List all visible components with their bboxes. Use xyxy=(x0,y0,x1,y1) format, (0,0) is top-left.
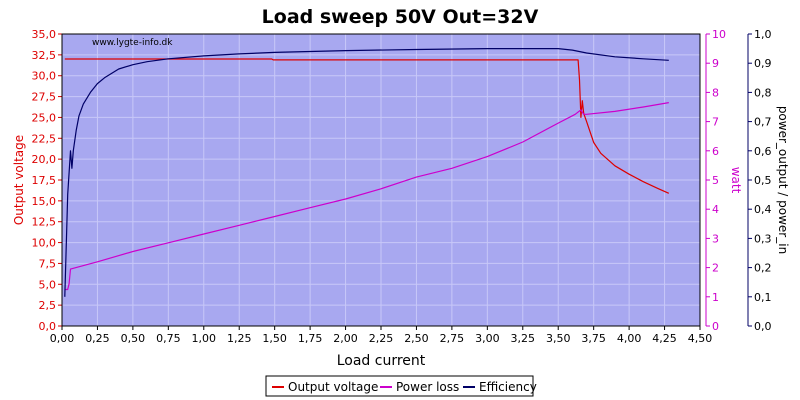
efficiency-tick-label: 0,6 xyxy=(754,145,772,158)
watt-tick-label: 5 xyxy=(712,174,719,187)
x-tick-label: 1,25 xyxy=(227,332,252,345)
efficiency-tick-label: 0,7 xyxy=(754,116,772,129)
left-tick-label: 15,0 xyxy=(32,195,57,208)
efficiency-tick-label: 0,0 xyxy=(754,320,772,333)
x-tick-label: 3,75 xyxy=(581,332,606,345)
x-tick-label: 2,25 xyxy=(369,332,394,345)
x-tick-label: 0,25 xyxy=(85,332,110,345)
left-tick-label: 12,5 xyxy=(32,216,57,229)
watt-tick-label: 9 xyxy=(712,57,719,70)
legend-box xyxy=(265,375,534,397)
watt-tick-label: 1 xyxy=(712,291,719,304)
watt-tick-label: 6 xyxy=(712,145,719,158)
x-tick-label: 3,50 xyxy=(546,332,571,345)
left-tick-label: 20,0 xyxy=(32,153,57,166)
left-tick-label: 30,0 xyxy=(32,70,57,83)
efficiency-tick-label: 0,2 xyxy=(754,262,772,275)
x-tick-label: 3,00 xyxy=(475,332,500,345)
x-tick-label: 2,50 xyxy=(404,332,429,345)
x-tick-label: 1,75 xyxy=(298,332,323,345)
legend-label-efficiency: Efficiency xyxy=(479,380,537,394)
x-tick-label: 4,50 xyxy=(688,332,713,345)
efficiency-tick-label: 0,1 xyxy=(754,291,772,304)
left-tick-label: 5,0 xyxy=(39,278,57,291)
watt-tick-label: 2 xyxy=(712,262,719,275)
legend-label-output-voltage: Output voltage xyxy=(288,380,378,394)
watt-tick-label: 10 xyxy=(712,28,726,41)
efficiency-tick-label: 0,4 xyxy=(754,203,772,216)
left-axis-label: Output voltage xyxy=(12,135,26,225)
watt-axis-label: watt xyxy=(729,167,743,194)
x-tick-label: 0,00 xyxy=(50,332,75,345)
x-axis-label: Load current xyxy=(337,353,426,369)
watt-tick-label: 7 xyxy=(712,116,719,129)
legend: Output voltage Power loss Efficiency xyxy=(265,375,537,397)
x-tick-label: 0,50 xyxy=(121,332,146,345)
efficiency-tick-label: 0,3 xyxy=(754,232,772,245)
legend-label-power-loss: Power loss xyxy=(396,380,459,394)
left-tick-label: 35,0 xyxy=(32,28,57,41)
watt-tick-label: 8 xyxy=(712,86,719,99)
left-tick-label: 17,5 xyxy=(32,174,57,187)
x-tick-label: 1,50 xyxy=(262,332,287,345)
series-line-power-loss xyxy=(64,102,669,291)
x-tick-label: 2,75 xyxy=(440,332,465,345)
x-tick-label: 4,00 xyxy=(617,332,642,345)
x-tick-label: 2,00 xyxy=(333,332,358,345)
left-tick-label: 7,5 xyxy=(39,257,57,270)
efficiency-tick-label: 0,8 xyxy=(754,86,772,99)
left-tick-label: 32,5 xyxy=(32,49,57,62)
left-tick-label: 0,0 xyxy=(39,320,57,333)
efficiency-tick-label: 0,5 xyxy=(754,174,772,187)
x-tick-label: 4,25 xyxy=(652,332,677,345)
left-tick-label: 2,5 xyxy=(39,299,57,312)
left-tick-label: 27,5 xyxy=(32,91,57,104)
axes: 0,00 0,25 0,50 0,75 1,00 1,25 1,50 1,75 2,00 2,25… xyxy=(32,28,772,345)
watt-tick-label: 4 xyxy=(712,203,719,216)
chart-title: Load sweep 50V Out=32V xyxy=(262,6,539,28)
watermark: www.lygte-info.dk xyxy=(92,38,173,48)
x-tick-label: 1,00 xyxy=(192,332,217,345)
left-tick-label: 22,5 xyxy=(32,132,57,145)
watt-tick-label: 0 xyxy=(712,320,719,333)
x-tick-label: 3,25 xyxy=(511,332,536,345)
plot-frame xyxy=(61,33,701,327)
series-line-efficiency xyxy=(64,47,669,297)
left-tick-label: 25,0 xyxy=(32,111,57,124)
x-tick-label: 0,75 xyxy=(156,332,181,345)
left-tick-label: 10,0 xyxy=(32,237,57,250)
efficiency-tick-label: 1,0 xyxy=(754,28,772,41)
efficiency-tick-label: 0,9 xyxy=(754,57,772,70)
series-group xyxy=(64,47,670,297)
watt-tick-label: 3 xyxy=(712,232,719,245)
efficiency-axis-label: power_output / power_in xyxy=(776,106,790,254)
